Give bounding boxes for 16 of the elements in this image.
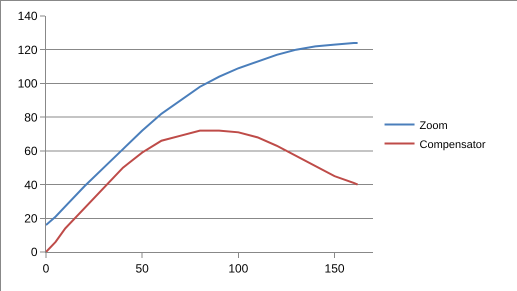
y-tick-label: 20	[24, 211, 38, 226]
x-tick-label: 0	[42, 261, 50, 276]
y-tick-label: 100	[18, 76, 38, 91]
legend-label: Compensator	[420, 138, 486, 151]
y-tick-label: 140	[18, 9, 38, 24]
line-series	[46, 130, 359, 252]
x-tick-label: 150	[324, 261, 345, 276]
x-tick-label: 50	[136, 261, 150, 276]
line-series	[46, 42, 359, 226]
y-tick-label: 120	[18, 42, 38, 57]
y-tick-label: 40	[24, 178, 38, 192]
y-tick-label: 80	[24, 110, 38, 124]
x-tick-label: 100	[228, 261, 249, 276]
legend-label: Zoom	[420, 120, 448, 132]
y-tick-label: 0	[30, 245, 38, 260]
y-tick-label: 60	[24, 144, 38, 158]
